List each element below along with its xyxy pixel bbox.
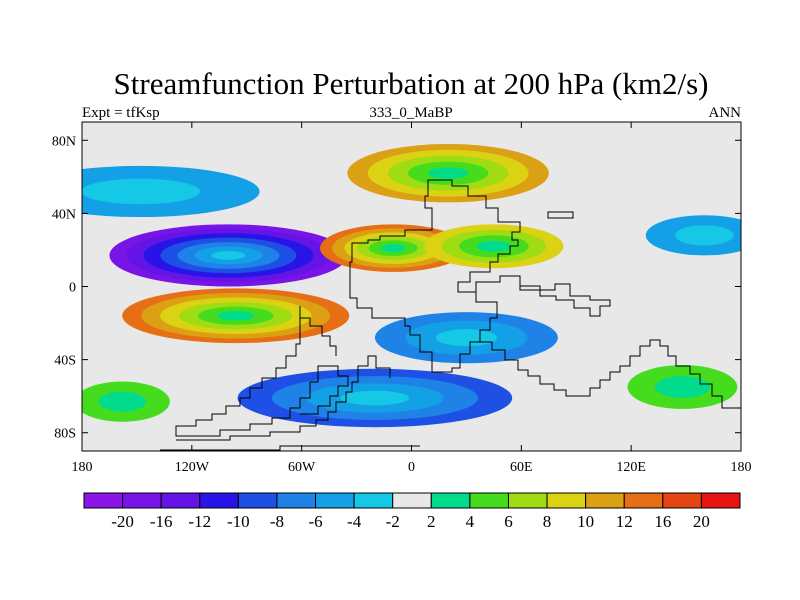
southern-ocean-negative-center <box>237 368 513 428</box>
colorbar-box <box>585 492 625 509</box>
colorbar-box <box>237 492 278 509</box>
axis-ticks: 180 120W 60W 0 60E 120E 180 80N 40N 0 40S 80S <box>52 122 752 475</box>
north-pacific-negative-center-band <box>82 178 201 205</box>
season-label: ANN <box>709 105 742 121</box>
y-tick-label: 0 <box>69 281 76 296</box>
colorbar-box <box>276 492 317 509</box>
contour-fill-layer <box>82 143 741 428</box>
y-tick-label: 40N <box>52 207 76 222</box>
colorbar-label: -2 <box>386 512 400 531</box>
colorbar-box <box>430 492 471 509</box>
colorbar-box <box>662 492 702 509</box>
asian-positive-center <box>424 224 564 269</box>
colorbar-label: 6 <box>504 512 513 531</box>
antarctic-peninsula-outline <box>176 355 391 441</box>
south-polar-outline <box>160 445 420 451</box>
coastline-layer <box>160 179 741 451</box>
experiment-label: Expt = tfKsp <box>82 105 160 121</box>
south-pacific-positive-center-band <box>654 376 710 399</box>
colorbar-label: 4 <box>466 512 475 531</box>
y-tick-label: 80S <box>54 427 76 442</box>
x-tick-label: 180 <box>731 460 752 475</box>
asia-coastline <box>458 275 611 317</box>
x-tick-label: 60E <box>510 460 533 475</box>
central-landmass-outline <box>300 317 337 356</box>
colorbar-box <box>353 492 394 509</box>
colorbar-box <box>507 492 548 509</box>
southern-positive-center-band <box>216 311 255 321</box>
colorbar-label: -20 <box>111 512 134 531</box>
colorbar-box <box>160 492 201 509</box>
colorbar-label: -6 <box>308 512 322 531</box>
indian-ocean-negative-center <box>374 312 558 364</box>
maritime-continent-coastline <box>480 339 741 420</box>
north-pacific-negative-center <box>82 165 260 218</box>
x-tick-label: 0 <box>408 460 415 475</box>
colorbar-label: 10 <box>577 512 594 531</box>
colorbar-label: 16 <box>654 512 671 531</box>
asia-small-island <box>547 211 574 219</box>
colorbar-box <box>392 492 432 509</box>
chart-title: Streamfunction Perturbation at 200 hPa (… <box>114 66 709 101</box>
south-atlantic-positive-center-band <box>98 391 147 412</box>
african-positive-center-band <box>380 244 406 253</box>
subtropical-negative-center <box>109 224 348 287</box>
y-tick-label: 40S <box>54 354 76 369</box>
colorbar-box <box>546 492 587 509</box>
colorbar-label: 2 <box>427 512 436 531</box>
plot-area <box>82 122 741 451</box>
colorbar-box <box>623 492 664 509</box>
colorbar-label: -8 <box>270 512 284 531</box>
northern-positive-center-band <box>428 167 469 179</box>
colorbar-box <box>700 492 741 509</box>
west-pacific-negative-center-band <box>675 225 734 246</box>
southern-ocean-negative-center-band <box>340 390 410 406</box>
asian-positive-center-band <box>476 240 512 252</box>
south-america-coastline <box>175 306 349 437</box>
x-tick-label: 180 <box>72 460 93 475</box>
colorbar-label: -16 <box>150 512 173 531</box>
africa-eurasia-coastline <box>349 179 521 373</box>
x-tick-label: 60W <box>288 460 316 475</box>
south-atlantic-positive-center <box>82 381 170 422</box>
colorbar-box <box>199 492 239 509</box>
case-label: 333_0_MaBP <box>369 105 452 121</box>
southern-positive-center <box>122 288 350 344</box>
colorbar: -20 -16 -12 -10 -8 -6 -4 -2 2 4 6 8 10 12 16 20 <box>83 492 741 531</box>
colorbar-box <box>83 492 124 509</box>
colorbar-label: 8 <box>543 512 552 531</box>
african-positive-center <box>319 224 467 272</box>
x-tick-label: 120E <box>616 460 646 475</box>
indian-ocean-negative-center-band <box>435 329 497 347</box>
colorbar-label: -4 <box>347 512 362 531</box>
x-tick-label: 120W <box>175 460 210 475</box>
colorbar-label: -10 <box>227 512 250 531</box>
colorbar-label: 20 <box>693 512 710 531</box>
colorbar-box <box>315 492 355 509</box>
colorbar-label: 12 <box>616 512 633 531</box>
west-pacific-negative-center <box>645 215 741 256</box>
south-pacific-positive-center <box>627 365 738 409</box>
y-tick-label: 80N <box>52 134 76 149</box>
colorbar-box <box>122 492 162 509</box>
northern-positive-center <box>347 143 549 203</box>
subtropical-negative-center-band <box>211 251 246 260</box>
colorbar-label: -12 <box>188 512 211 531</box>
colorbar-box <box>469 492 509 509</box>
